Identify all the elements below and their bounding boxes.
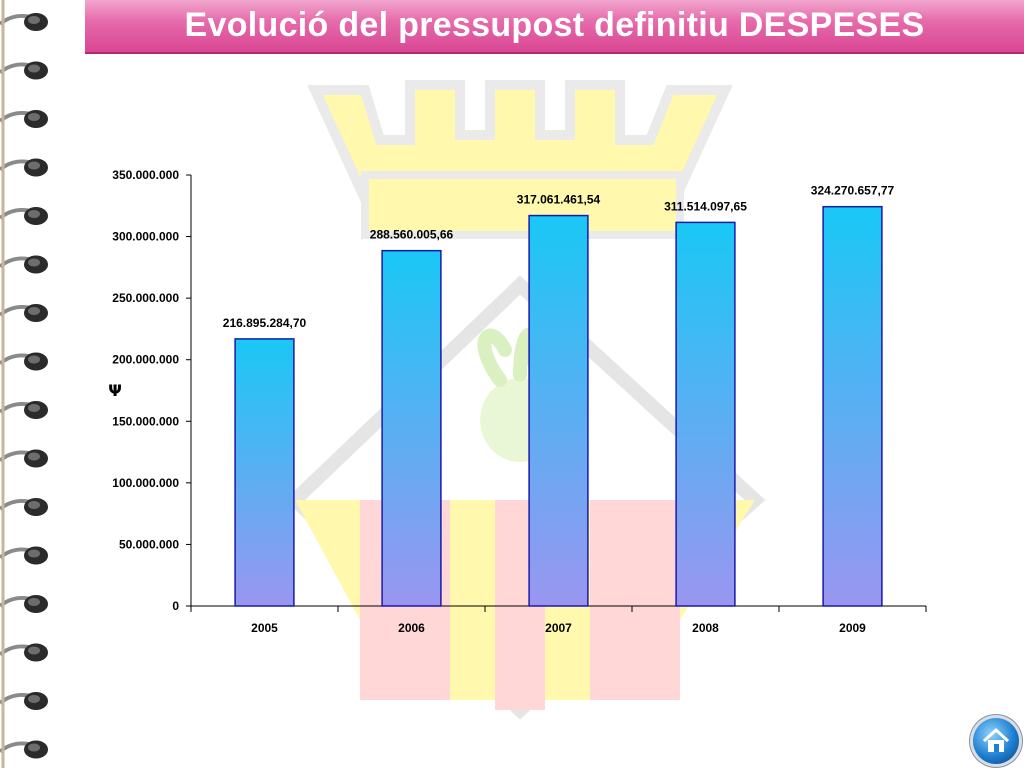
bar-2006	[381, 249, 442, 607]
y-tick-label: 350.000.000	[112, 168, 179, 182]
x-tick-label: 2007	[545, 621, 572, 635]
y-tick-label: 150.000.000	[112, 414, 179, 428]
x-tick-label: 2008	[692, 621, 719, 635]
y-tick-label: 0	[172, 599, 179, 613]
y-tick-label: 200.000.000	[112, 353, 179, 367]
bar-2008	[675, 221, 736, 607]
data-label: 324.270.657,77	[811, 184, 895, 198]
spiral-binding-icon	[0, 0, 48, 768]
bar-2007	[528, 214, 589, 607]
x-tick-label: 2005	[251, 621, 278, 635]
x-tick-label: 2006	[398, 621, 425, 635]
y-tick-label: 250.000.000	[112, 291, 179, 305]
data-label: 288.560.005,66	[370, 228, 454, 242]
home-button[interactable]	[973, 718, 1019, 764]
bar-2005	[234, 338, 295, 607]
y-tick-label: 50.000.000	[119, 537, 179, 551]
home-icon	[982, 728, 1010, 752]
page-title: Evolució del pressupost definitiu DESPES…	[184, 6, 925, 44]
y-axis-label: Ψ	[108, 381, 122, 400]
bar-2009	[822, 205, 883, 607]
y-tick-label: 100.000.000	[112, 476, 179, 490]
data-label: 317.061.461,54	[517, 193, 601, 207]
x-tick-label: 2009	[839, 621, 866, 635]
data-label: 216.895.284,70	[223, 316, 307, 330]
y-tick-label: 300.000.000	[112, 230, 179, 244]
data-label: 311.514.097,65	[664, 199, 747, 213]
title-bar: Evolució del pressupost definitiu DESPES…	[85, 0, 1024, 54]
